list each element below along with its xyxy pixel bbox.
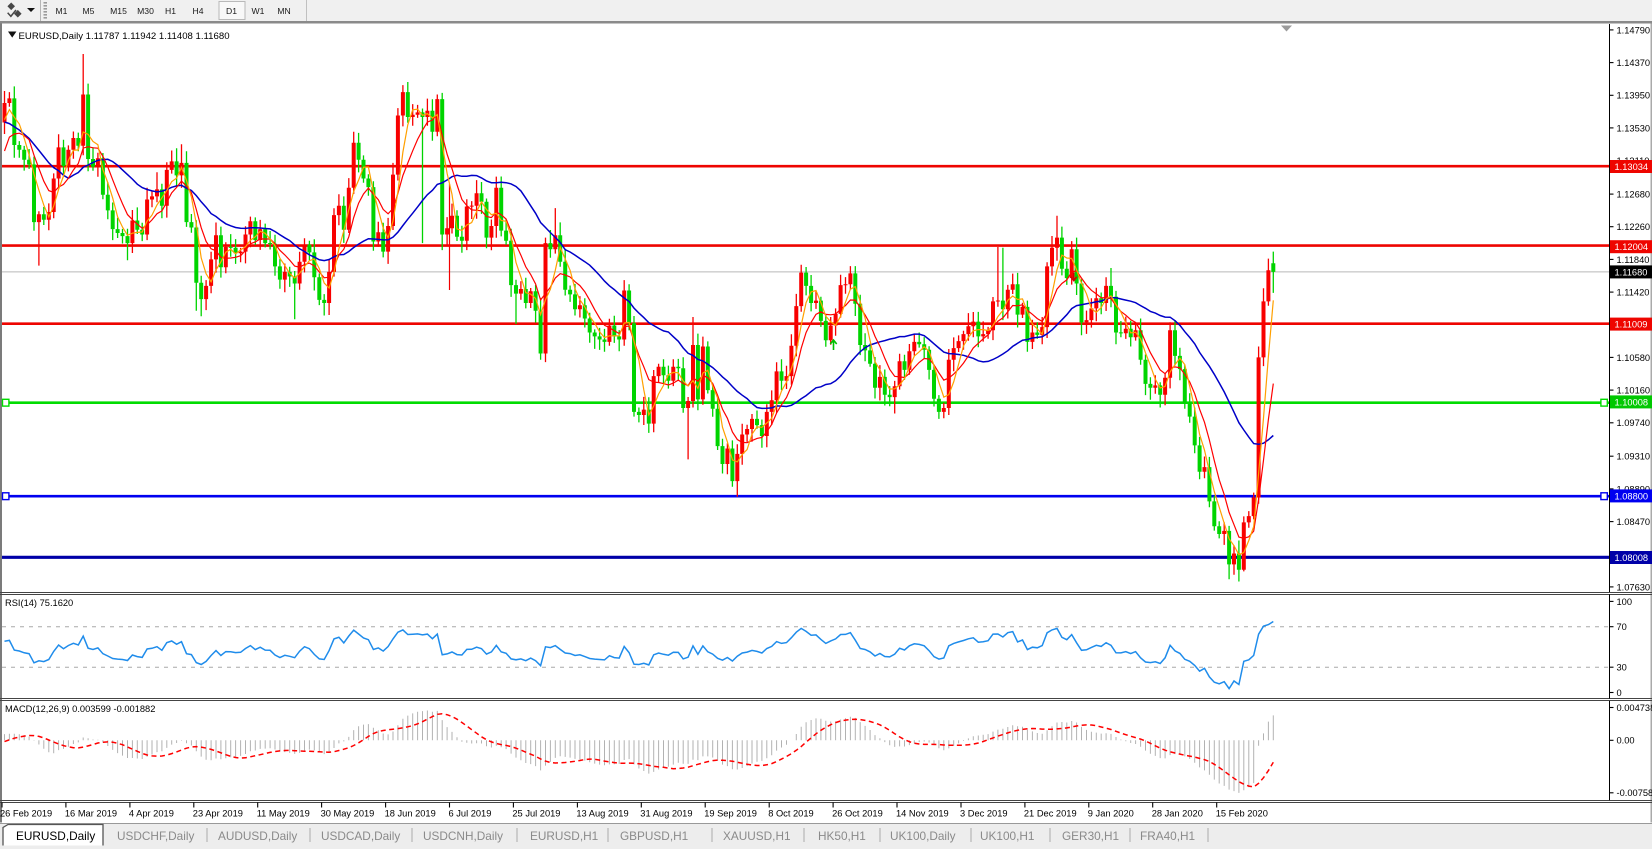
svg-text:30 May 2019: 30 May 2019 <box>321 808 375 818</box>
svg-text:1.12680: 1.12680 <box>1617 190 1651 200</box>
svg-text:28 Jan 2020: 28 Jan 2020 <box>1152 808 1203 818</box>
svg-text:1.13034: 1.13034 <box>1615 162 1649 172</box>
svg-text:25 Jul 2019: 25 Jul 2019 <box>512 808 560 818</box>
svg-text:USDCAD,Daily: USDCAD,Daily <box>321 829 400 843</box>
svg-text:15 Feb 2020: 15 Feb 2020 <box>1216 808 1268 818</box>
svg-text:1.07630: 1.07630 <box>1617 582 1651 592</box>
svg-text:9 Jan 2020: 9 Jan 2020 <box>1088 808 1134 818</box>
svg-text:13 Aug 2019: 13 Aug 2019 <box>576 808 628 818</box>
svg-text:23 Apr 2019: 23 Apr 2019 <box>193 808 243 818</box>
svg-text:W1: W1 <box>252 6 265 16</box>
svg-text:USDCNH,Daily: USDCNH,Daily <box>423 829 503 843</box>
svg-text:0.00: 0.00 <box>1617 736 1635 746</box>
svg-text:UK100,Daily: UK100,Daily <box>890 829 956 843</box>
svg-text:14 Nov 2019: 14 Nov 2019 <box>896 808 949 818</box>
svg-text:AUDUSD,Daily: AUDUSD,Daily <box>218 829 297 843</box>
svg-text:EURUSD,Daily: EURUSD,Daily <box>16 829 95 843</box>
svg-text:26 Feb 2019: 26 Feb 2019 <box>0 808 52 818</box>
svg-text:RSI(14) 75.1620: RSI(14) 75.1620 <box>5 598 73 608</box>
svg-text:31 Aug 2019: 31 Aug 2019 <box>640 808 692 818</box>
svg-text:1.12260: 1.12260 <box>1617 222 1651 232</box>
svg-text:16 Mar 2019: 16 Mar 2019 <box>65 808 117 818</box>
svg-text:-0.007584: -0.007584 <box>1617 788 1652 798</box>
svg-text:1.11420: 1.11420 <box>1617 288 1650 298</box>
svg-text:GER30,H1: GER30,H1 <box>1062 829 1119 843</box>
svg-text:1.11680: 1.11680 <box>1615 267 1648 277</box>
svg-text:M30: M30 <box>137 6 154 16</box>
svg-text:1.10580: 1.10580 <box>1617 353 1651 363</box>
svg-text:30: 30 <box>1617 663 1627 673</box>
svg-text:M5: M5 <box>83 6 95 16</box>
svg-text:D1: D1 <box>226 6 237 16</box>
svg-text:UK100,H1: UK100,H1 <box>980 829 1034 843</box>
svg-text:21 Dec 2019: 21 Dec 2019 <box>1024 808 1077 818</box>
svg-text:70: 70 <box>1617 622 1627 632</box>
svg-text:1.08890: 1.08890 <box>1617 484 1651 494</box>
svg-text:1.10008: 1.10008 <box>1615 397 1649 407</box>
svg-text:GBPUSD,H1: GBPUSD,H1 <box>620 829 688 843</box>
svg-text:MN: MN <box>277 6 290 16</box>
svg-text:HK50,H1: HK50,H1 <box>818 829 866 843</box>
svg-text:FRA40,H1: FRA40,H1 <box>1140 829 1195 843</box>
svg-text:18 Jun 2019: 18 Jun 2019 <box>385 808 436 818</box>
svg-text:1.13530: 1.13530 <box>1617 123 1651 133</box>
svg-text:M1: M1 <box>56 6 68 16</box>
svg-text:1.14790: 1.14790 <box>1617 25 1651 35</box>
svg-text:11 May 2019: 11 May 2019 <box>257 808 310 818</box>
svg-text:M15: M15 <box>110 6 127 16</box>
svg-text:EURUSD,H1: EURUSD,H1 <box>530 829 598 843</box>
svg-text:1.08470: 1.08470 <box>1617 517 1651 527</box>
svg-text:1.08800: 1.08800 <box>1615 491 1649 501</box>
svg-text:8 Oct 2019: 8 Oct 2019 <box>768 808 813 818</box>
svg-text:26 Oct 2019: 26 Oct 2019 <box>832 808 883 818</box>
svg-text:1.14370: 1.14370 <box>1617 58 1651 68</box>
svg-text:1.08008: 1.08008 <box>1615 553 1649 563</box>
svg-text:1.09740: 1.09740 <box>1617 418 1651 428</box>
svg-text:0.004738: 0.004738 <box>1617 703 1652 713</box>
svg-text:19 Sep 2019: 19 Sep 2019 <box>704 808 757 818</box>
svg-text:1.12004: 1.12004 <box>1615 242 1649 252</box>
svg-text:H4: H4 <box>193 6 204 16</box>
svg-text:3 Dec 2019: 3 Dec 2019 <box>960 808 1008 818</box>
svg-text:100: 100 <box>1617 597 1633 607</box>
svg-text:1.09310: 1.09310 <box>1617 452 1651 462</box>
svg-text:1.13950: 1.13950 <box>1617 91 1651 101</box>
svg-text:0: 0 <box>1617 688 1622 698</box>
svg-text:1.10160: 1.10160 <box>1617 386 1651 396</box>
svg-text:MACD(12,26,9) 0.003599 -0.0018: MACD(12,26,9) 0.003599 -0.001882 <box>5 704 155 714</box>
svg-text:EURUSD,Daily 1.11787 1.11942: EURUSD,Daily 1.11787 1.11942 1.11408 1.1… <box>19 31 230 42</box>
svg-text:4 Apr 2019: 4 Apr 2019 <box>129 808 174 818</box>
svg-text:H1: H1 <box>165 6 176 16</box>
svg-text:6 Jul 2019: 6 Jul 2019 <box>449 808 492 818</box>
svg-text:USDCHF,Daily: USDCHF,Daily <box>117 829 194 843</box>
svg-text:1.11840: 1.11840 <box>1617 255 1650 265</box>
svg-text:XAUUSD,H1: XAUUSD,H1 <box>723 829 791 843</box>
svg-text:1.11009: 1.11009 <box>1615 320 1648 330</box>
